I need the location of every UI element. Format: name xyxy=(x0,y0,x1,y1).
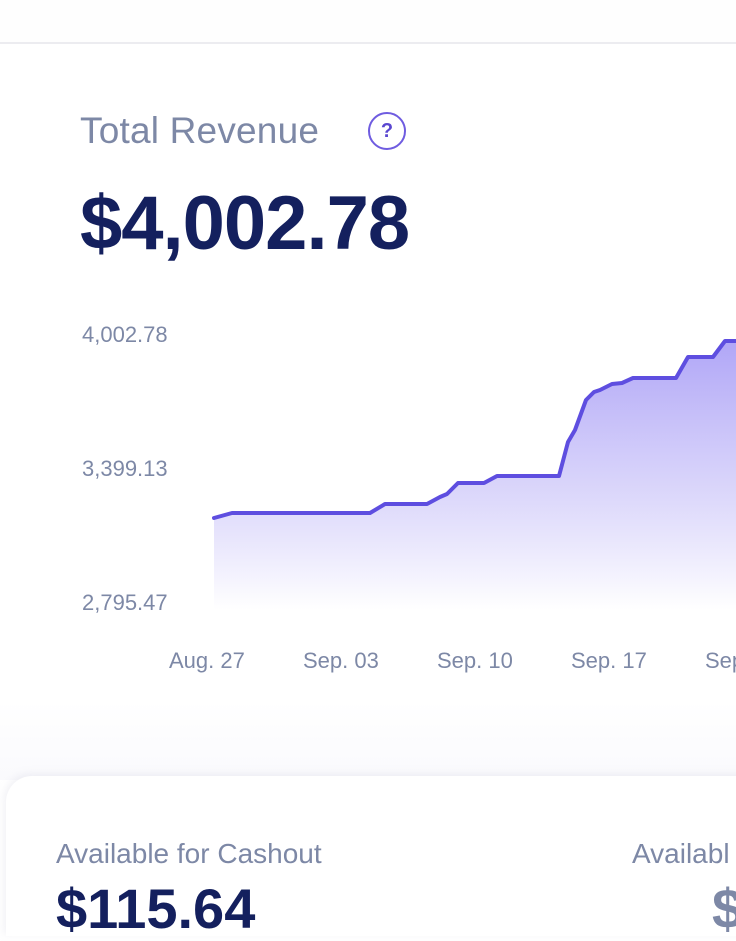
total-revenue-value: $4,002.78 xyxy=(80,181,410,266)
revenue-title: Total Revenue xyxy=(80,110,320,151)
cashout-card xyxy=(6,776,736,936)
revenue-title-row: Total Revenue xyxy=(80,110,319,152)
y-axis-tick-max: 4,002.78 xyxy=(82,322,168,347)
x-axis-tick: Sep. 10 xyxy=(437,648,513,673)
chart-area-fill xyxy=(214,341,736,610)
y-axis-tick-min: 2,795.47 xyxy=(82,590,168,615)
cashout-value: $115.64 xyxy=(56,877,256,940)
x-axis-tick: Sep xyxy=(705,648,736,673)
y-axis-tick-mid: 3,399.13 xyxy=(82,456,168,481)
revenue-chart xyxy=(212,339,736,610)
chart-line xyxy=(212,339,736,520)
cashout-label: Available for Cashout xyxy=(56,838,322,869)
section-divider xyxy=(0,700,736,780)
x-axis-tick: Aug. 27 xyxy=(169,648,245,673)
x-axis-tick: Sep. 03 xyxy=(303,648,379,673)
top-bar xyxy=(0,0,736,44)
x-axis-tick: Sep. 17 xyxy=(571,648,647,673)
question-circle-icon[interactable]: ? xyxy=(368,112,406,150)
secondary-available-label: Availabl xyxy=(632,838,730,869)
secondary-available-value: $ xyxy=(712,877,736,940)
